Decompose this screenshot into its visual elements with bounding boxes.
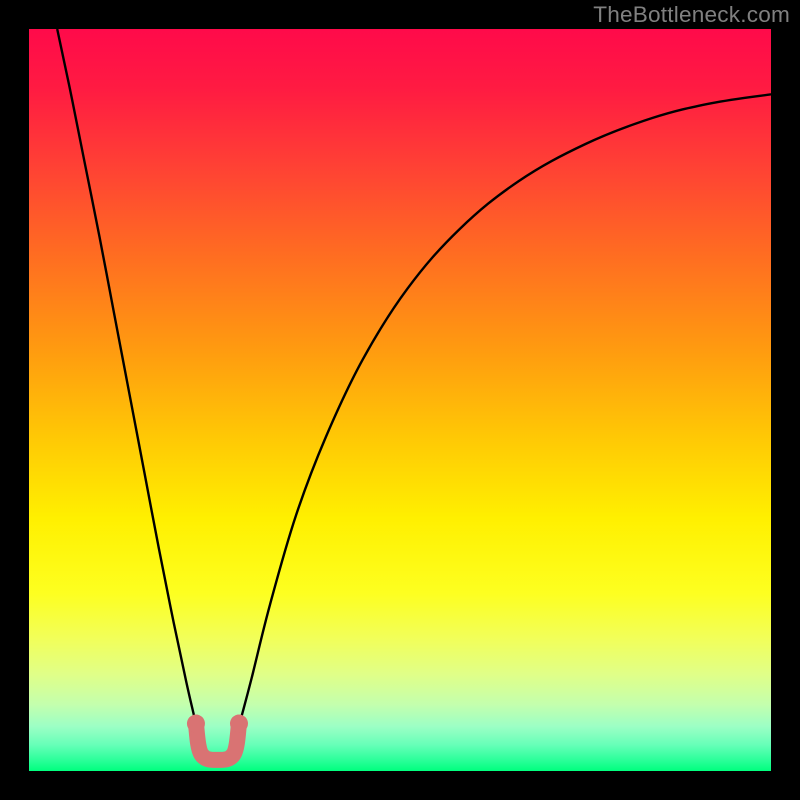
curve-left-branch bbox=[57, 29, 198, 734]
plot-area bbox=[29, 29, 771, 771]
marker-end-dot-1 bbox=[230, 715, 248, 733]
chart-frame: TheBottleneck.com bbox=[0, 0, 800, 800]
curve-right-branch bbox=[237, 94, 771, 734]
watermark-text: TheBottleneck.com bbox=[593, 2, 790, 28]
marker-end-dot-0 bbox=[187, 715, 205, 733]
bottleneck-curve bbox=[29, 29, 771, 771]
